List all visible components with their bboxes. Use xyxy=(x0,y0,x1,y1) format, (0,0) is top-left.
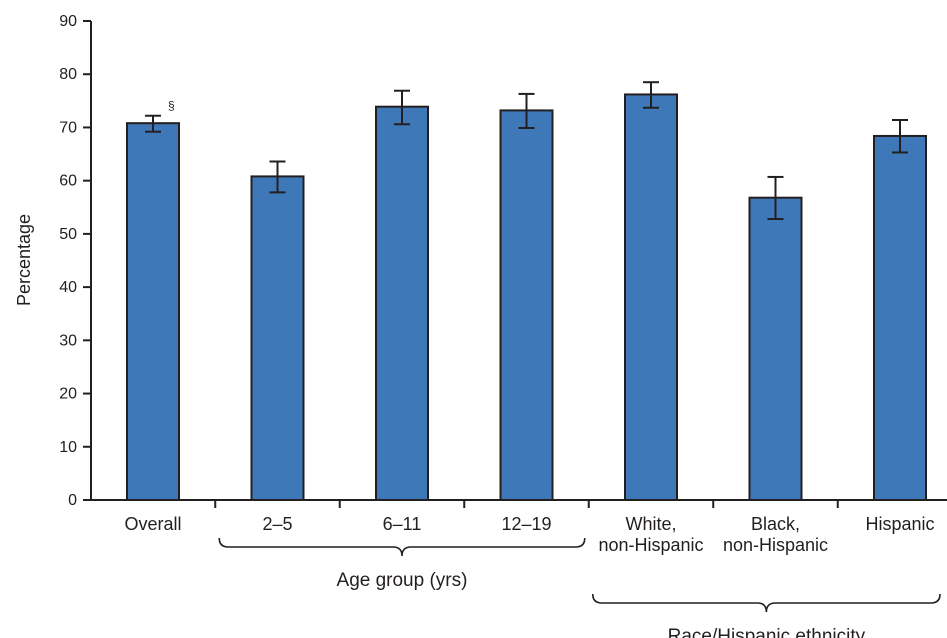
group-bracket xyxy=(218,537,586,557)
group-label: Age group (yrs) xyxy=(337,570,468,591)
bar xyxy=(375,105,429,501)
y-tick-label: 0 xyxy=(68,492,77,509)
x-tick-label: White, non-Hispanic xyxy=(598,514,703,555)
y-axis-title: Percentage xyxy=(14,214,34,306)
y-tick-label: 50 xyxy=(59,226,77,243)
y-tick-label: 80 xyxy=(59,66,77,83)
group-label: Race/Hispanic ethnicity xyxy=(668,626,866,638)
data-annotation: § xyxy=(168,99,175,113)
x-tick-label: Hispanic xyxy=(865,514,934,534)
y-tick-label: 60 xyxy=(59,173,77,190)
y-tick-label: 30 xyxy=(59,332,77,349)
bar xyxy=(126,122,180,501)
group-brackets-layer: Age group (yrs) Race/Hispanic ethnicity xyxy=(218,537,941,638)
bars-layer xyxy=(126,93,927,502)
y-tick-label: 90 xyxy=(59,13,77,30)
bar xyxy=(748,196,803,501)
axes-layer xyxy=(83,20,947,508)
group-bracket xyxy=(591,593,941,613)
y-tick-label: 10 xyxy=(59,439,77,456)
x-tick-label: 6–11 xyxy=(383,514,422,534)
error-bars-layer xyxy=(145,81,908,220)
bar xyxy=(250,175,305,502)
y-tick-label: 70 xyxy=(59,119,77,136)
bar xyxy=(499,109,554,501)
x-tick-label: Overall xyxy=(124,514,181,534)
x-tick-label: 12–19 xyxy=(501,514,551,534)
y-tick-label: 40 xyxy=(59,279,77,296)
labels-layer: 0 10 20 30 40 50 60 70 80 90 Overall 2–5 6–11 12–19 Wh… xyxy=(59,13,934,555)
bar xyxy=(624,93,678,502)
bar xyxy=(873,134,927,502)
y-tick-label: 20 xyxy=(59,386,77,403)
x-tick-label: Black, non-Hispanic xyxy=(723,514,828,555)
x-tick-label: 2–5 xyxy=(262,514,292,534)
